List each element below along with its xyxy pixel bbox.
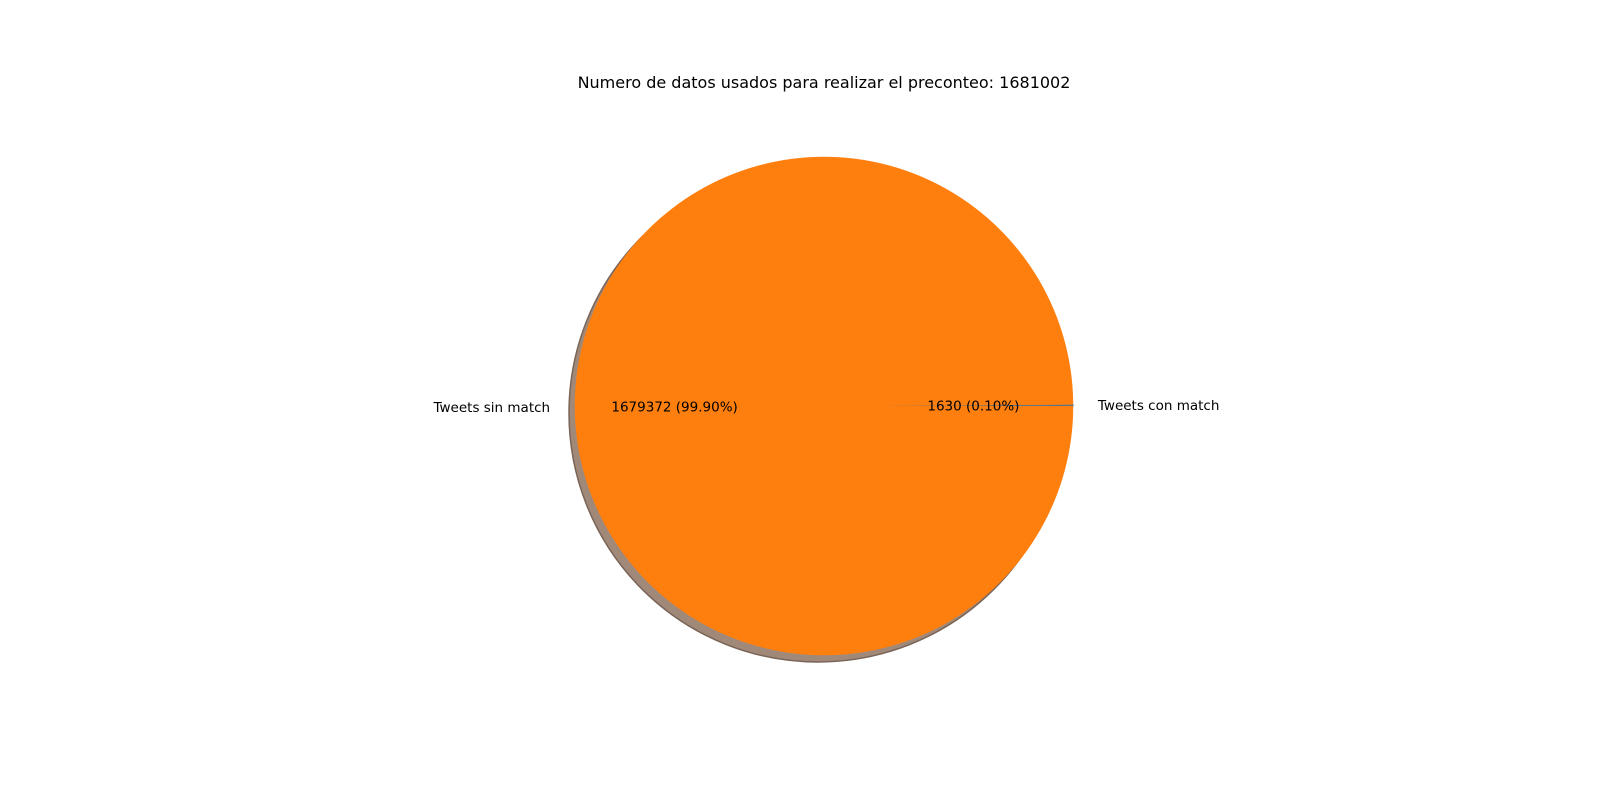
pie-labels-group: Tweets con match 1630 (0.10%) Tweets sin m… (432, 398, 1219, 416)
pie-label-tweets-con-match: Tweets con match (1097, 398, 1220, 414)
pie-value-label-tweets-con-match: 1630 (0.10%) (927, 399, 1019, 415)
pie-value-label-tweets-sin-match: 1679372 (99.90%) (611, 399, 737, 415)
chart-title: Numero de datos usados para realizar el … (578, 73, 1071, 92)
pie-slices-group (574, 156, 1074, 655)
pie-label-tweets-sin-match: Tweets sin match (432, 400, 550, 416)
